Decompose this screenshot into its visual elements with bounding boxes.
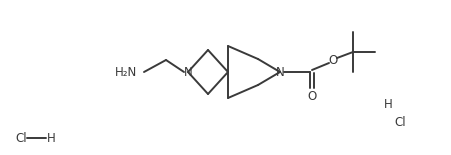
Text: O: O bbox=[307, 89, 316, 102]
Text: H: H bbox=[46, 131, 55, 144]
Text: H: H bbox=[383, 97, 391, 111]
Text: Cl: Cl bbox=[393, 115, 405, 128]
Text: Cl: Cl bbox=[15, 131, 27, 144]
Text: N: N bbox=[275, 66, 284, 78]
Text: H₂N: H₂N bbox=[115, 66, 137, 80]
Text: O: O bbox=[327, 53, 337, 66]
Text: N: N bbox=[183, 66, 192, 78]
